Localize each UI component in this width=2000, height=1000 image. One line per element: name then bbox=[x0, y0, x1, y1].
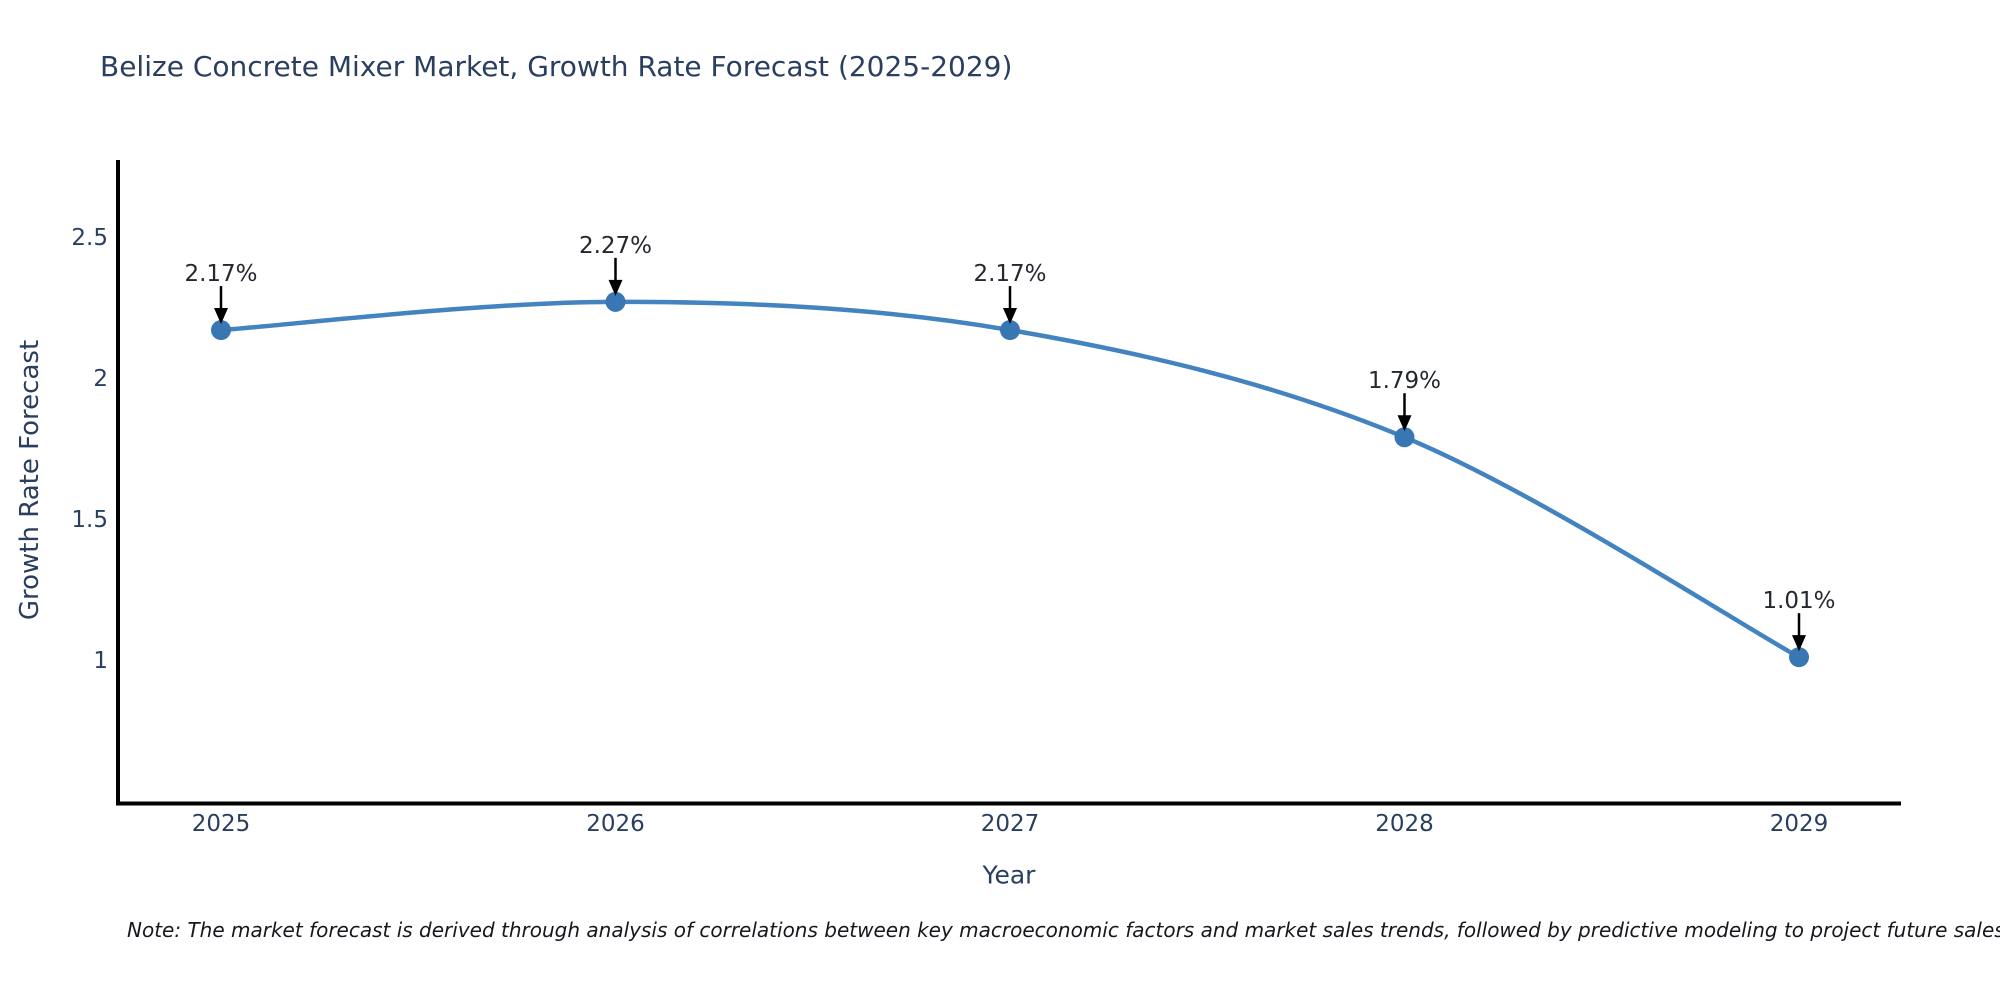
point-marker bbox=[1000, 320, 1020, 341]
x-tick-label: 2028 bbox=[1375, 811, 1434, 837]
point-annotation: 2.17% bbox=[184, 261, 257, 287]
annotation-arrow-head bbox=[1397, 415, 1412, 432]
annotation-arrow-head bbox=[608, 279, 623, 296]
point-marker bbox=[605, 291, 626, 312]
y-tick-label: 2.5 bbox=[71, 225, 108, 251]
x-axis-title: Year bbox=[982, 860, 1036, 890]
x-tick-label: 2027 bbox=[981, 811, 1040, 837]
annotation-arrow-head bbox=[214, 308, 228, 325]
x-tick-label: 2025 bbox=[192, 811, 251, 837]
point-annotation: 2.27% bbox=[579, 233, 652, 259]
footnote: Note: The market forecast is derived thr… bbox=[127, 918, 2000, 942]
x-tick-label: 2029 bbox=[1770, 811, 1829, 837]
point-marker bbox=[211, 320, 231, 341]
y-tick-label: 1 bbox=[93, 648, 108, 674]
x-tick-label: 2026 bbox=[586, 811, 645, 837]
point-marker bbox=[1789, 647, 1809, 668]
point-marker bbox=[1394, 427, 1415, 448]
point-annotation: 1.79% bbox=[1368, 368, 1441, 394]
y-tick-label: 1.5 bbox=[71, 507, 108, 533]
series-line bbox=[218, 299, 1802, 660]
chart-title: Belize Concrete Mixer Market, Growth Rat… bbox=[100, 50, 1013, 83]
annotation-arrow-head bbox=[1003, 308, 1017, 325]
point-annotation: 1.01% bbox=[1762, 588, 1835, 614]
point-annotation: 2.17% bbox=[973, 261, 1046, 287]
annotation-arrow-head bbox=[1792, 635, 1806, 652]
y-tick-label: 2 bbox=[93, 366, 108, 392]
